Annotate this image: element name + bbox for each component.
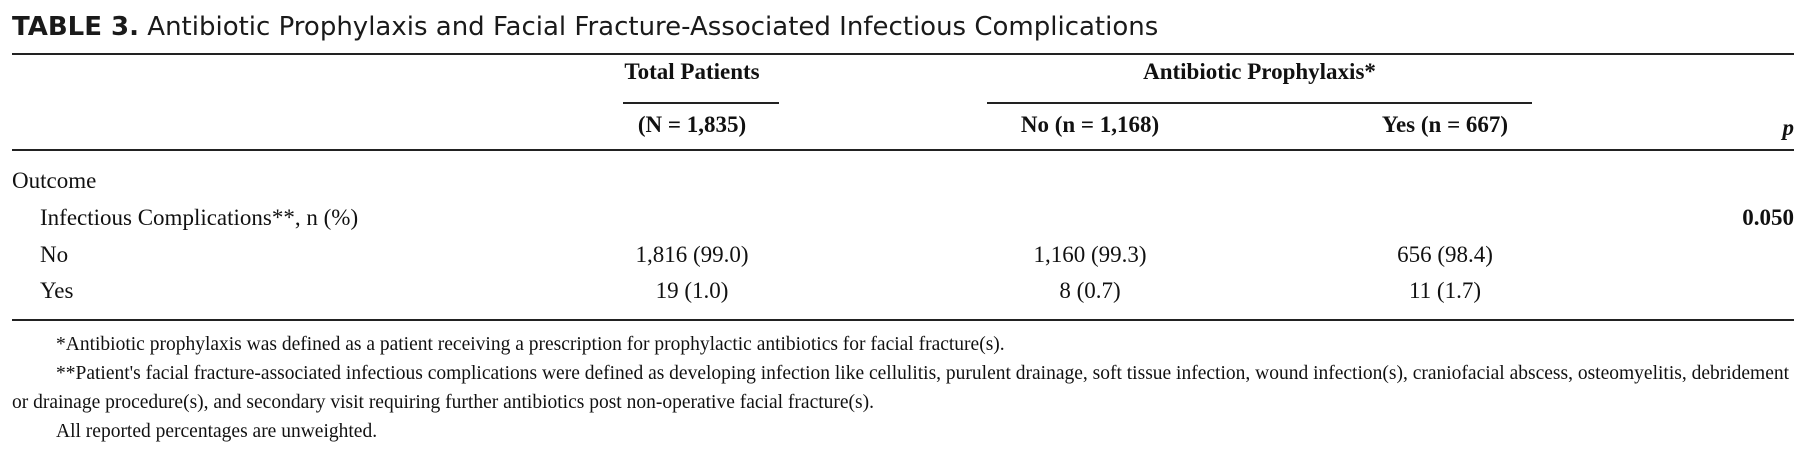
row-label: No [40, 242, 69, 267]
header-total-n: (N = 1,835) [637, 112, 747, 137]
cell-yes: 656 (98.4) [1397, 242, 1493, 267]
header-rule [12, 149, 1794, 151]
footnote: All reported percentages are unweighted. [56, 421, 378, 442]
table-number: TABLE 3. [12, 12, 140, 42]
header-group-underline [987, 102, 1532, 104]
header-antibiotic-prophylaxis: Antibiotic Prophylaxis* [1143, 59, 1376, 84]
header-no-column: No (n = 1,168) [1020, 112, 1160, 137]
row-label: Yes [40, 278, 74, 303]
header-p-column: p [1782, 115, 1795, 140]
top-rule [12, 53, 1794, 55]
cell-no: 1,160 (99.3) [1033, 242, 1147, 267]
table-title: TABLE 3. Antibiotic Prophylaxis and Faci… [12, 10, 1158, 44]
row-label: Outcome [12, 168, 97, 193]
cell-total: 1,816 (99.0) [635, 242, 749, 267]
header-total-underline [623, 102, 779, 104]
cell-yes: 11 (1.7) [1409, 278, 1481, 303]
header-total-patients: Total Patients [624, 59, 760, 84]
row-p-value: 0.050 [1742, 205, 1794, 230]
header-yes-column: Yes (n = 667) [1381, 112, 1509, 137]
row-label: Infectious Complications**, n (%) [40, 205, 359, 230]
bottom-rule [12, 319, 1794, 321]
table-caption: Antibiotic Prophylaxis and Facial Fractu… [147, 12, 1159, 42]
table-footnotes: *Antibiotic prophylaxis was defined as a… [12, 330, 1794, 446]
cell-total: 19 (1.0) [655, 278, 729, 303]
footnote: *Antibiotic prophylaxis was defined as a… [56, 334, 1005, 355]
footnote: **Patient's facial fracture-associated i… [12, 363, 1790, 413]
cell-no: 8 (0.7) [1059, 278, 1121, 303]
table-figure: TABLE 3. Antibiotic Prophylaxis and Faci… [12, 0, 1794, 454]
